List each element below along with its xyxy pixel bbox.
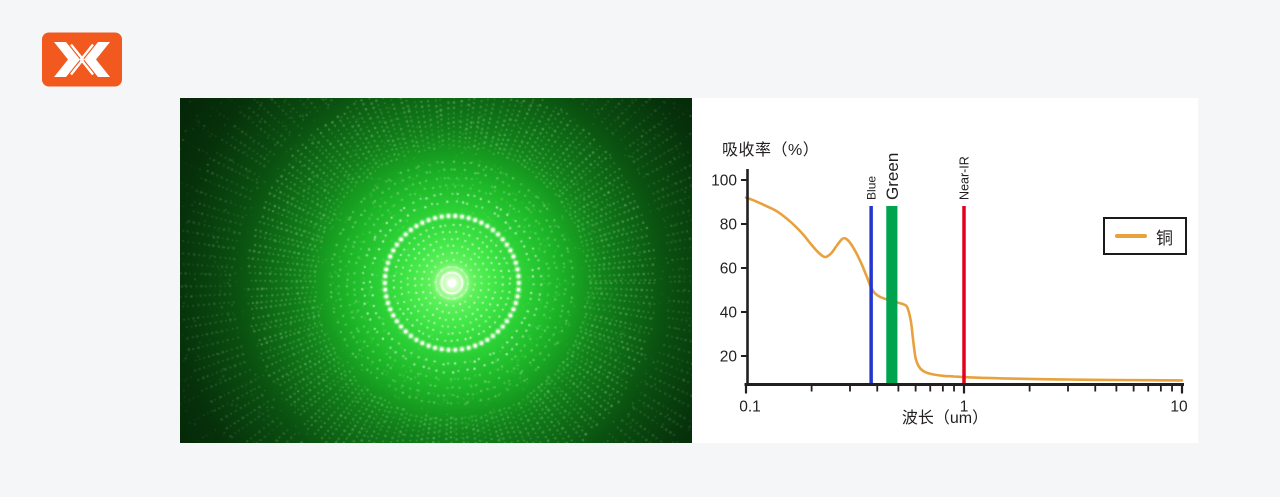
x-tick-label: 10: [1170, 399, 1188, 416]
brand-logo: [42, 32, 122, 87]
x-axis-title: 波长（um）: [901, 410, 989, 427]
double-chevron-x-icon: [42, 32, 122, 87]
y-axis-title: 吸收率（%）: [722, 142, 820, 159]
absorption-chart-panel: Blue Green Near-IR 100 80 60 40 20 0.1 1 10 吸收率（%）…: [692, 98, 1198, 443]
x-tick-label: 1: [960, 399, 969, 416]
marker-label-green: Green: [883, 153, 902, 200]
y-tick-label: 20: [720, 349, 738, 366]
legend-label: 铜: [1156, 228, 1173, 248]
y-tick-label: 100: [711, 173, 737, 190]
x-tick-label: 0.1: [739, 399, 761, 416]
y-tick-label: 40: [720, 305, 738, 322]
absorption-chart: Blue Green Near-IR 100 80 60 40 20 0.1 1 10: [711, 153, 1188, 416]
laser-diffraction-photo: [180, 98, 692, 443]
y-tick-label: 60: [720, 261, 738, 278]
marker-label-blue: Blue: [864, 176, 878, 200]
y-tick-label: 80: [720, 217, 738, 234]
marker-label-near-ir: Near-IR: [958, 156, 972, 200]
figure-card: Blue Green Near-IR 100 80 60 40 20 0.1 1 10 吸收率（%）…: [180, 98, 1198, 443]
legend-box: 铜: [1103, 217, 1187, 255]
marker-band-green: [886, 205, 898, 385]
legend-line-swatch: [1115, 234, 1147, 238]
